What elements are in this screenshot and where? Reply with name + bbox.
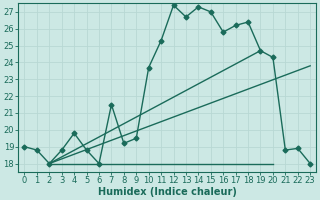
X-axis label: Humidex (Indice chaleur): Humidex (Indice chaleur)	[98, 187, 237, 197]
